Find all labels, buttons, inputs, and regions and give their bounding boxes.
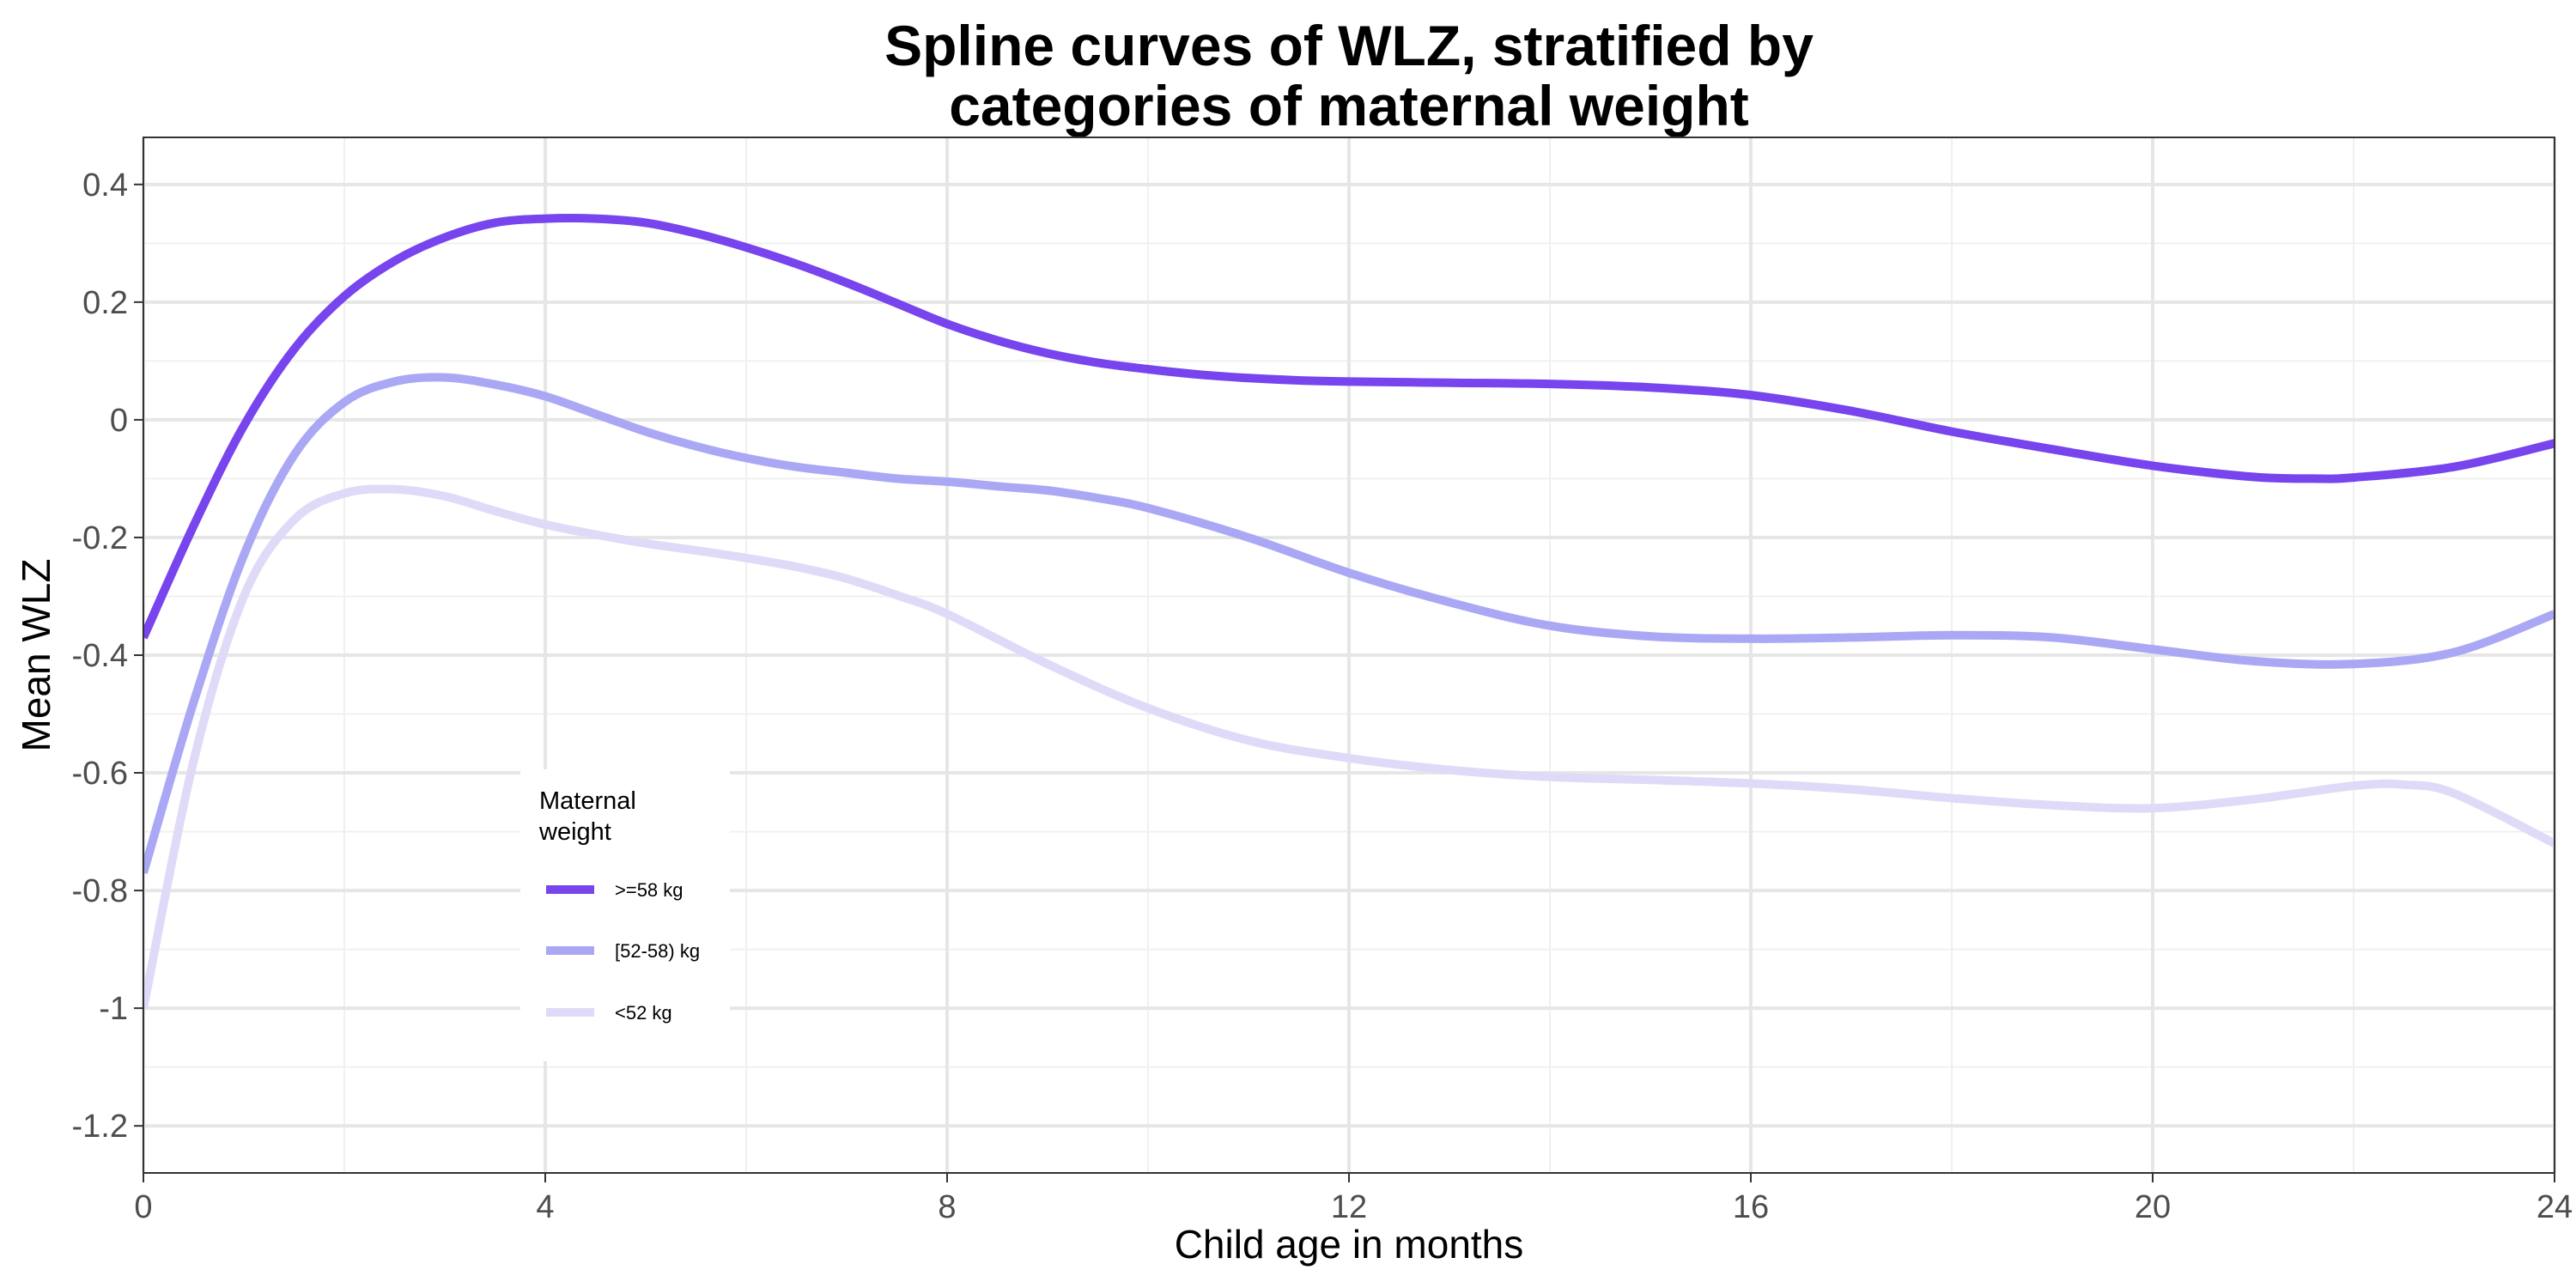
legend-label-1: >=58 kg [615, 879, 683, 901]
y-tick-label: -0.2 [72, 520, 128, 556]
y-tick-label: 0.2 [82, 285, 128, 321]
x-tick-label: 12 [1331, 1189, 1367, 1225]
x-tick-label: 8 [938, 1189, 956, 1225]
x-tick-label: 4 [536, 1189, 554, 1225]
y-tick-label: -1 [99, 991, 128, 1027]
series-line-2 [143, 373, 2555, 874]
y-tick-label: -0.6 [72, 756, 128, 792]
legend: Maternal weight >=58 kg [52-58) kg <52 kg [520, 769, 730, 1061]
x-tick-label: 16 [1733, 1189, 1769, 1225]
series-line-3 [143, 484, 2555, 1010]
y-axis: 0.4 0.2 0 -0.2 -0.4 -0.6 -0.8 -1 -1.2 [72, 167, 143, 1145]
y-axis-title: Mean WLZ [14, 559, 58, 752]
x-axis-title: Child age in months [1175, 1222, 1524, 1267]
series-lines [143, 214, 2555, 1010]
legend-title-line-1: Maternal [539, 787, 636, 815]
chart-title-line-2: categories of maternal weight [949, 74, 1749, 137]
series-line-1 [143, 214, 2555, 640]
y-tick-label: 0 [110, 403, 128, 439]
y-tick-label: 0.4 [82, 167, 128, 204]
x-axis: 0 4 8 12 16 20 24 [134, 1173, 2573, 1225]
legend-label-2: [52-58) kg [615, 940, 700, 962]
legend-items: >=58 kg [52-58) kg <52 kg [546, 879, 700, 1024]
y-tick-label: -0.4 [72, 638, 128, 674]
legend-label-3: <52 kg [615, 1002, 672, 1024]
y-tick-label: -0.8 [72, 873, 128, 909]
chart-title: Spline curves of WLZ, stratified by cate… [884, 14, 1814, 137]
legend-title-line-2: weight [538, 818, 611, 846]
y-tick-label: -1.2 [72, 1109, 128, 1145]
x-tick-label: 20 [2135, 1189, 2171, 1225]
x-tick-label: 24 [2537, 1189, 2573, 1225]
chart-title-line-1: Spline curves of WLZ, stratified by [884, 14, 1814, 77]
x-tick-label: 0 [134, 1189, 152, 1225]
